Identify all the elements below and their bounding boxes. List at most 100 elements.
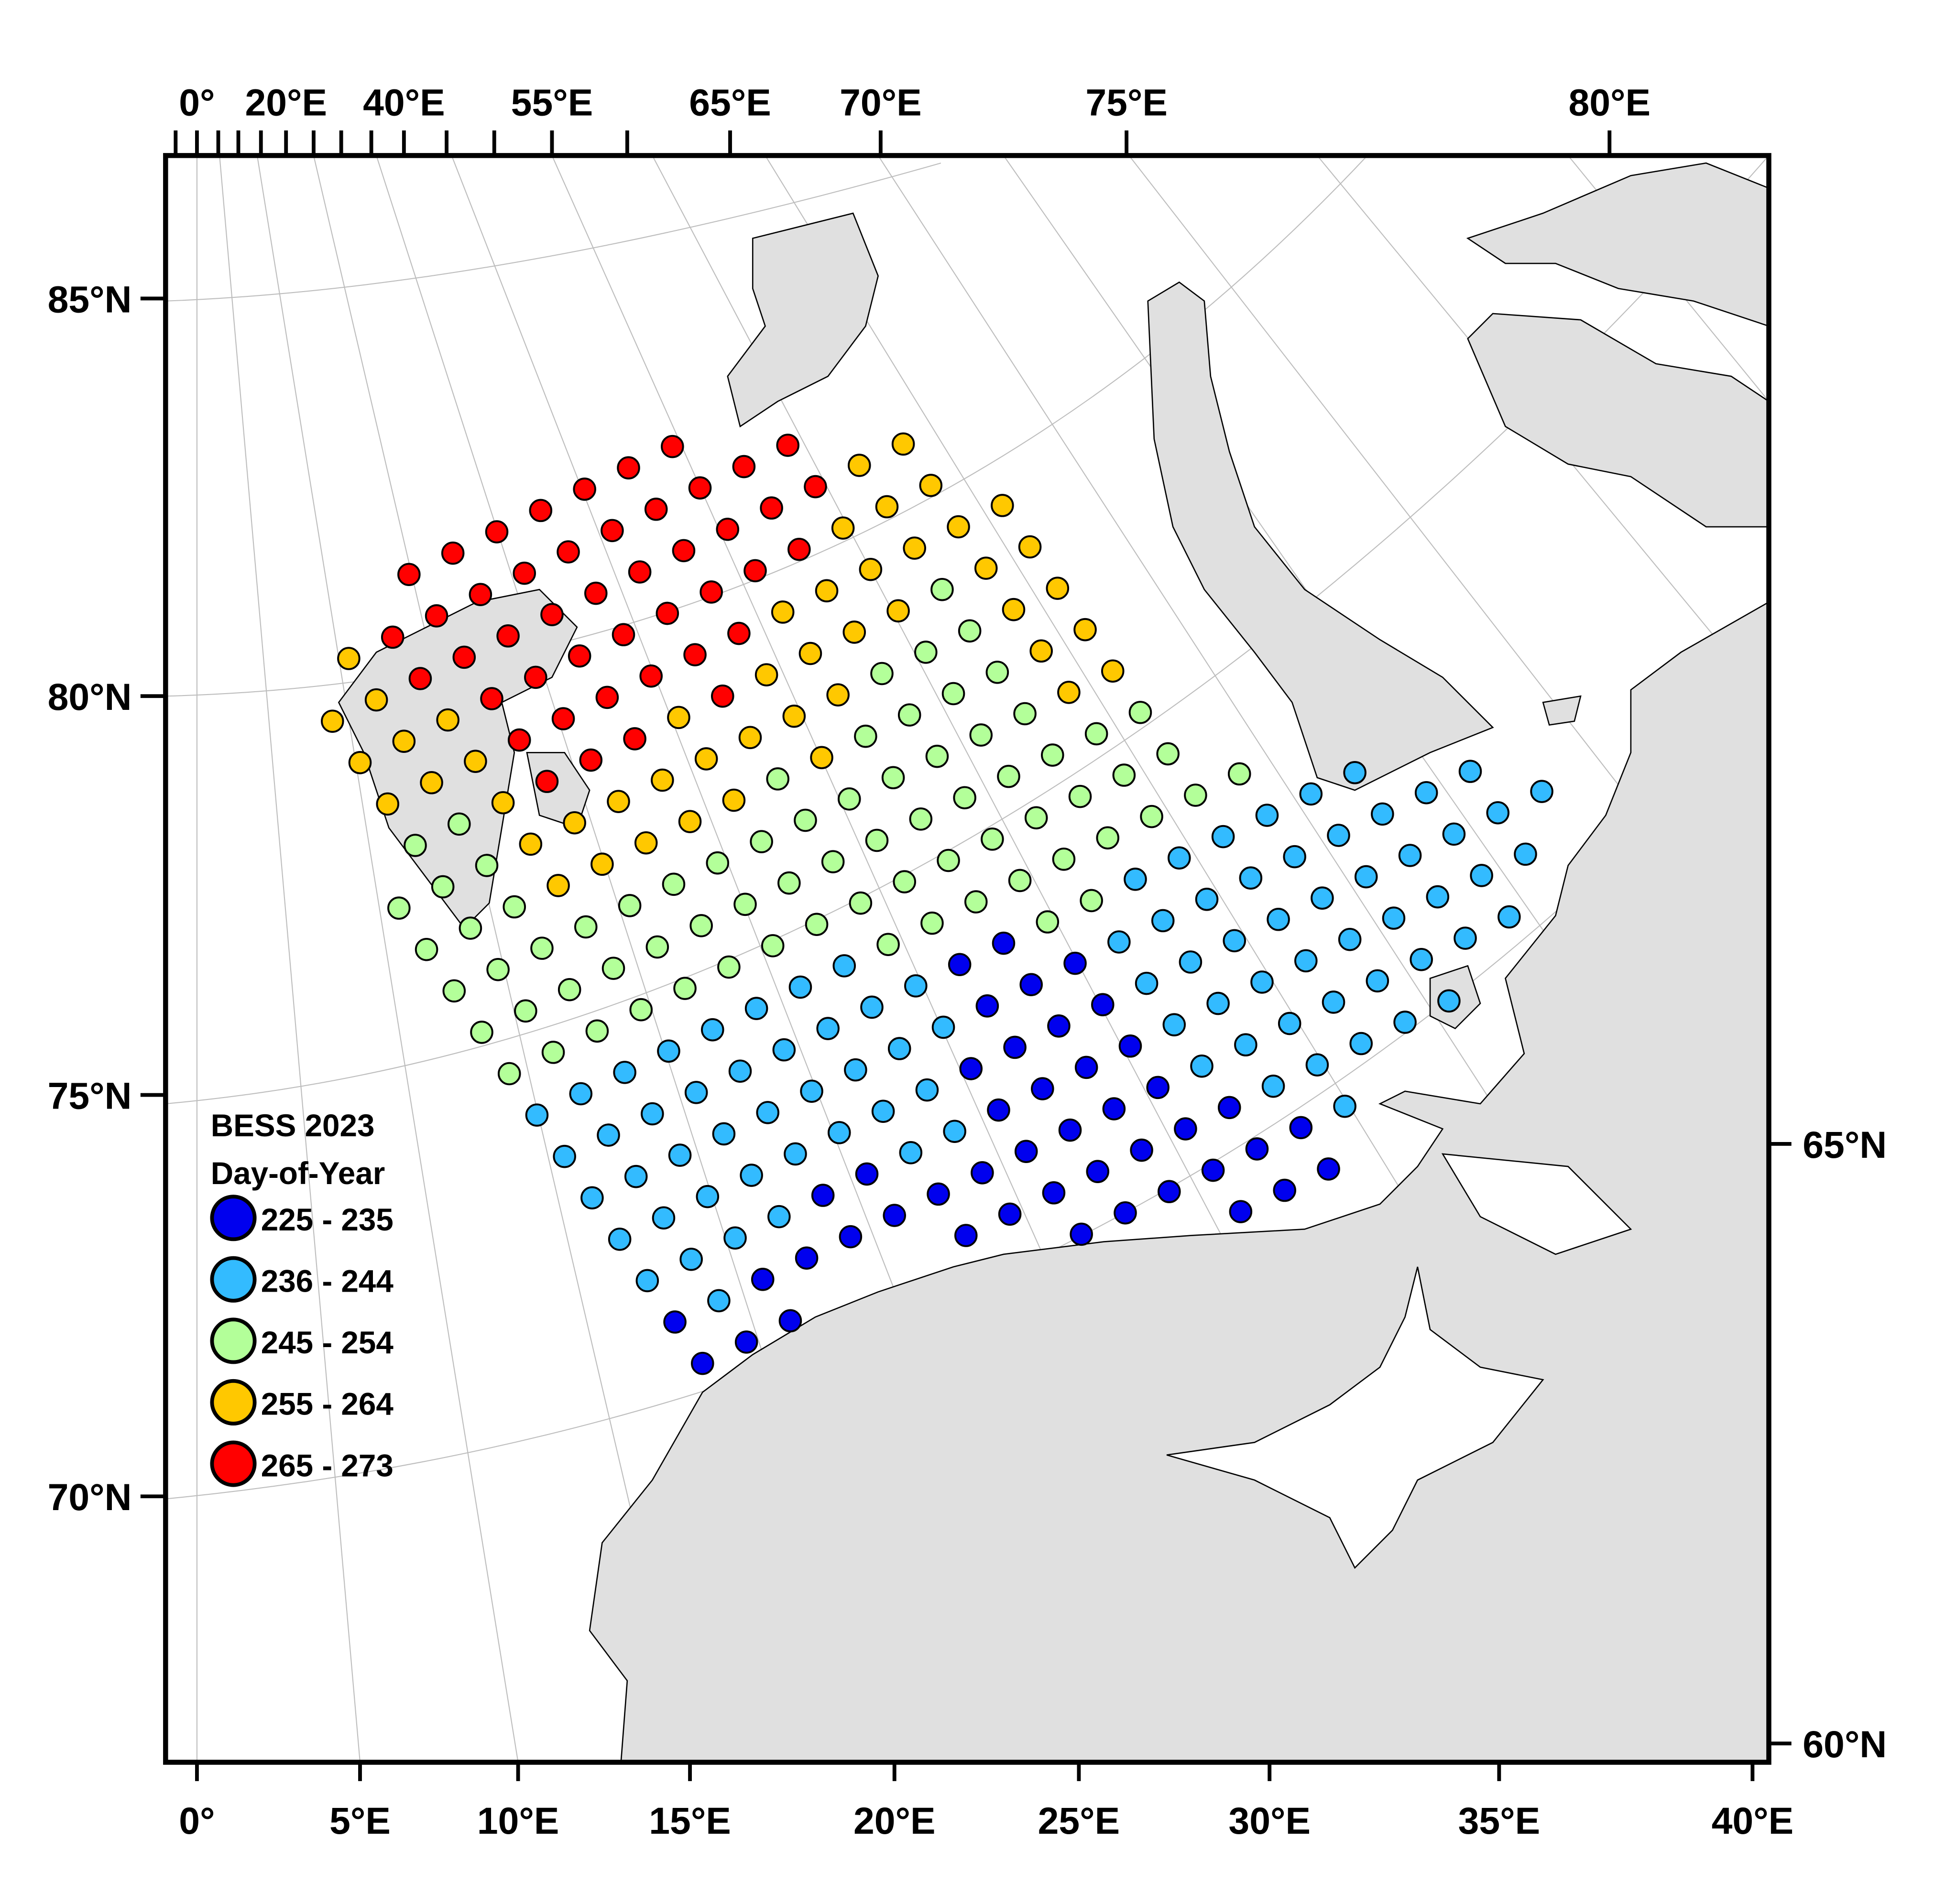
station-point: [865, 828, 889, 852]
station-point: [903, 536, 926, 560]
station-point: [794, 808, 817, 832]
legend-label: 255 - 264: [261, 1387, 394, 1422]
station-point: [470, 1021, 493, 1044]
station-point: [475, 854, 499, 877]
station-point: [469, 583, 492, 606]
station-point: [612, 623, 635, 646]
station-point: [897, 703, 921, 727]
station-point: [691, 1351, 714, 1375]
left-tick-label: 70°N: [48, 1476, 132, 1518]
left-tick-label: 80°N: [48, 676, 132, 718]
station-point: [798, 642, 822, 665]
station-point: [1349, 1032, 1373, 1055]
station-point: [1255, 804, 1279, 827]
station-point: [364, 688, 388, 712]
station-point: [1151, 909, 1175, 933]
station-point: [1317, 1157, 1340, 1181]
station-point: [1042, 1181, 1066, 1205]
station-point: [1366, 969, 1389, 993]
station-point: [1250, 970, 1274, 994]
station-point: [800, 1079, 823, 1103]
axis-ticks: [140, 130, 1792, 1781]
station-point: [821, 850, 845, 873]
station-point: [392, 729, 416, 753]
station-point: [740, 1164, 763, 1187]
station-point: [1036, 910, 1060, 934]
station-point: [899, 1141, 923, 1164]
station-point: [436, 708, 459, 732]
station-point: [804, 475, 827, 499]
station-point: [524, 665, 547, 689]
station-point: [839, 1225, 863, 1249]
land: [338, 162, 1770, 1763]
station-point: [1454, 926, 1477, 950]
station-point: [1217, 1096, 1241, 1120]
station-point: [1041, 743, 1064, 767]
station-point: [914, 641, 938, 664]
station-point: [1080, 889, 1103, 913]
station-point: [925, 744, 949, 768]
station-point: [1442, 822, 1466, 846]
station-point: [777, 871, 801, 895]
station-point: [1398, 844, 1422, 867]
bottom-tick-label: 10°E: [477, 1800, 559, 1842]
station-point: [732, 455, 756, 479]
station-point: [558, 978, 581, 1001]
station-point: [805, 913, 829, 936]
station-point: [348, 751, 372, 774]
station-point: [1354, 865, 1378, 889]
station-point: [607, 790, 630, 813]
station-point: [1437, 989, 1461, 1013]
station-point: [376, 792, 399, 816]
station-point: [959, 1057, 983, 1080]
station-point: [975, 994, 999, 1018]
top-tick-label: 75°E: [1085, 81, 1168, 123]
franz-josef-land: [727, 212, 879, 428]
station-point: [519, 832, 543, 856]
map-frame: [163, 153, 1771, 1765]
left-tick-label: 75°N: [48, 1075, 132, 1117]
station-point: [617, 456, 640, 479]
station-point: [1114, 1201, 1137, 1225]
station-point: [628, 560, 652, 584]
bottom-tick-label: 35°E: [1458, 1800, 1541, 1842]
station-point: [1124, 868, 1147, 891]
legend-label: 236 - 244: [261, 1264, 394, 1299]
station-point: [1261, 1074, 1285, 1098]
station-point: [459, 916, 482, 940]
station-point: [1146, 1076, 1170, 1099]
station-point: [1101, 659, 1125, 683]
station-point: [590, 852, 614, 876]
station-point: [915, 1078, 939, 1102]
station-point: [514, 999, 537, 1023]
station-point: [635, 1269, 659, 1293]
top-tick-label: 70°E: [840, 81, 922, 123]
station-point: [651, 768, 674, 792]
station-point: [787, 537, 811, 561]
station-point: [641, 1102, 664, 1126]
station-point: [981, 827, 1004, 851]
station-point: [953, 786, 976, 810]
station-point: [969, 723, 993, 747]
station-point: [1112, 763, 1136, 787]
top-tick-label: 0°: [179, 81, 215, 123]
station-point: [408, 667, 432, 690]
mainland-scandinavia-russia: [589, 601, 1770, 1763]
station-point: [844, 1058, 867, 1082]
station-point: [1294, 949, 1318, 973]
station-point: [712, 1122, 736, 1146]
novaya-zemlya: [1147, 281, 1494, 791]
station-point: [557, 540, 580, 564]
station-point: [987, 1098, 1010, 1122]
station-point: [573, 478, 596, 501]
station-point: [442, 979, 466, 1003]
station-point: [1195, 888, 1219, 911]
station-point: [480, 687, 503, 710]
station-point: [645, 935, 669, 959]
station-point: [767, 1205, 791, 1229]
station-point: [1311, 886, 1334, 910]
station-point: [761, 934, 785, 957]
station-point: [958, 619, 982, 643]
station-point: [529, 499, 553, 522]
